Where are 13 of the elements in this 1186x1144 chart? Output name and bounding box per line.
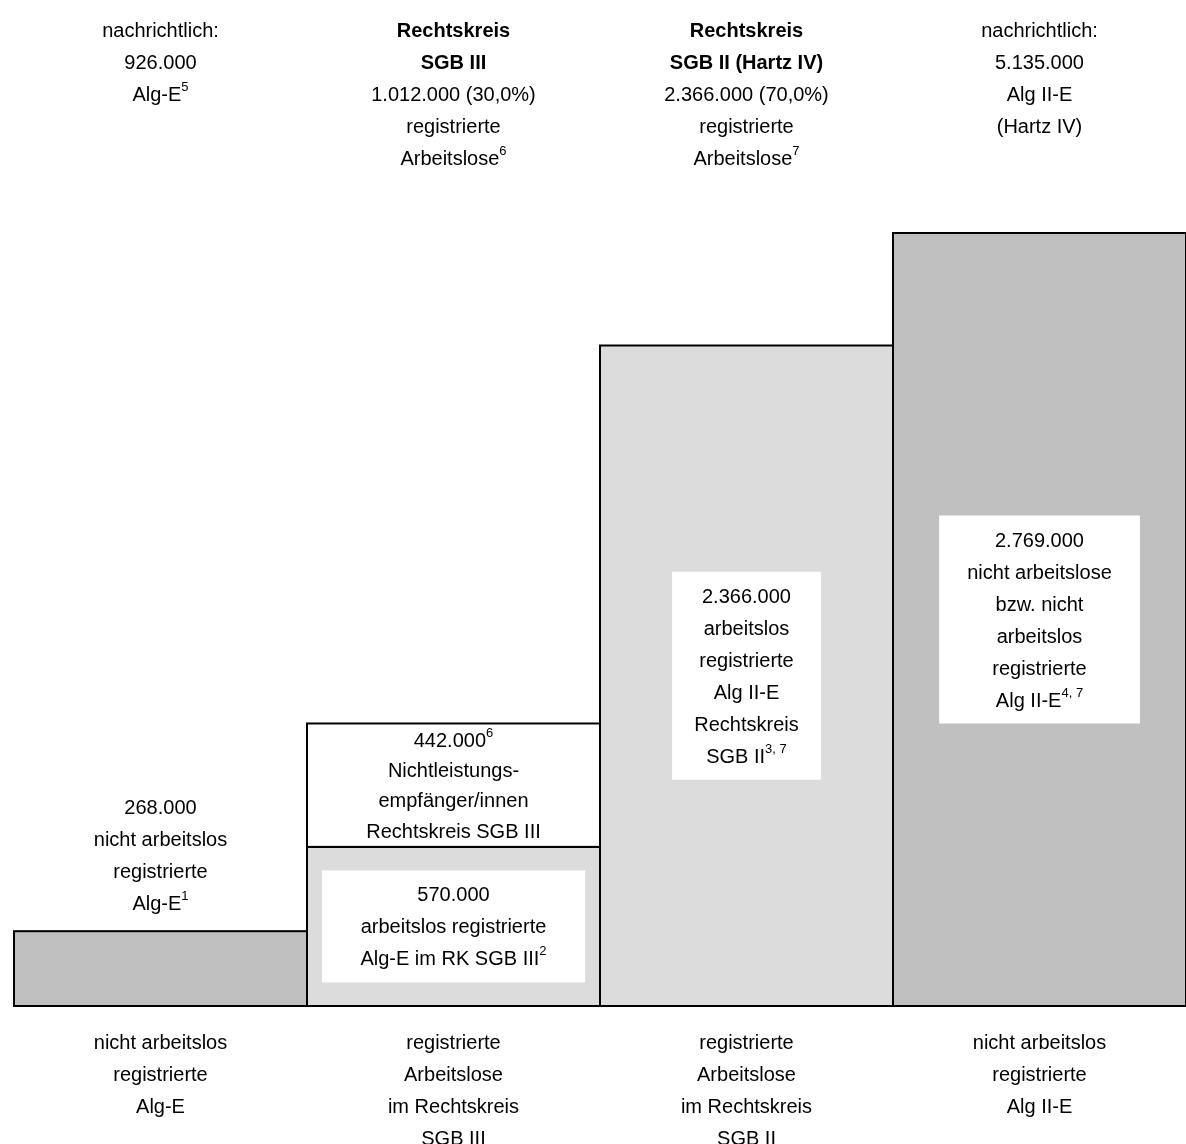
text: nachrichtlich: 5.135.000 Alg II-E (Hartz IV) bbox=[981, 19, 1098, 137]
text: 2.366.000 (70,0%) registrierte Arbeitslose$^{7}$ bbox=[664, 83, 829, 169]
text: Rechtskreis SGB II (Hartz IV) bbox=[669, 19, 824, 73]
text: 442.000$^{6}$ Nichtleistungs- empfänger/innen Rechtskreis SGB III bbox=[366, 724, 541, 842]
text: 1.012.000 (30,0%) registrierte Arbeitslose$^{6}$ bbox=[371, 83, 536, 169]
data-label: 2.366.000 arbeitslos registrierte Alg II-E Rechtskreis SGB II$^{3, 7}$ bbox=[694, 584, 799, 767]
x-tick-label: nicht arbeitslos registrierte Alg II-E bbox=[972, 1031, 1107, 1117]
text: nachrichtlich: 926.000 Alg-E$^{5}$ bbox=[102, 19, 219, 105]
x-tick-label: nicht arbeitslos registrierte Alg-E bbox=[93, 1031, 228, 1117]
data-label: 570.000 arbeitslos registrierte Alg-E im RK SGB III$^{2}$ bbox=[360, 883, 547, 970]
text: Rechtskreis SGB III bbox=[396, 19, 511, 73]
data-label: 2.769.000 nicht arbeitslose bzw. nicht arbeitslos registrierte Alg II-E$^{4, 7}$ bbox=[967, 528, 1112, 711]
data-label: 268.000 nicht arbeitslos registrierte Alg-E$^{1}$ bbox=[93, 796, 228, 915]
